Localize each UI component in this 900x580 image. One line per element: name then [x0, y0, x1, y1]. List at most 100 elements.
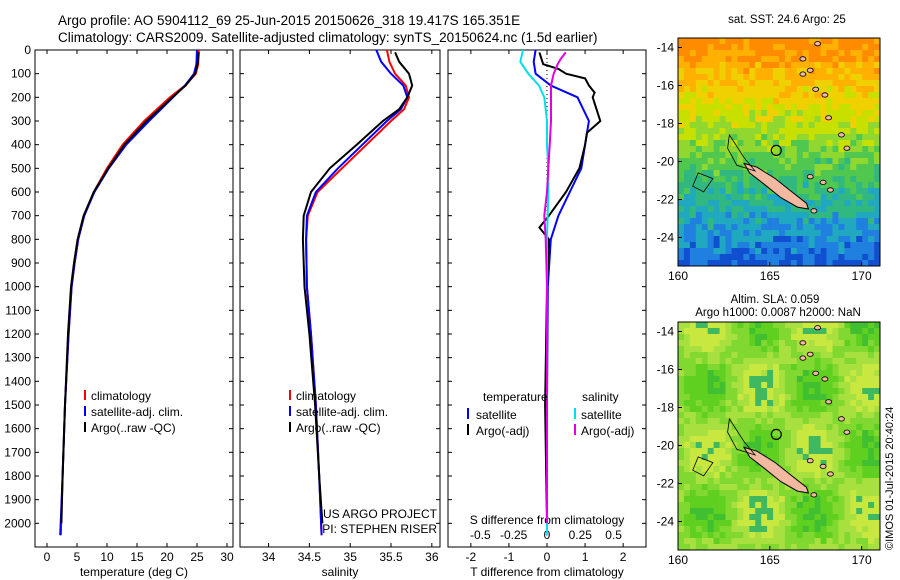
- sst-cell: [719, 242, 726, 249]
- sla-cell: [802, 412, 810, 419]
- sla-cell: [683, 364, 691, 371]
- sla-cell: [850, 466, 857, 473]
- sla-cell: [713, 430, 720, 437]
- sst-cell: [725, 218, 732, 225]
- x-tick-label: 170: [852, 553, 872, 567]
- sst-cell: [761, 38, 768, 45]
- sla-cell: [755, 382, 762, 389]
- sla-cell: [678, 496, 685, 503]
- sla-cell: [731, 430, 738, 437]
- sla-cell: [695, 400, 703, 407]
- sst-cell: [713, 110, 720, 117]
- sla-cell: [689, 520, 697, 527]
- difference-panel: -2 -1 0 1 2T difference from climatology-0.5…: [447, 49, 647, 579]
- sst-cell: [689, 224, 697, 231]
- sla-cell: [707, 322, 714, 329]
- sst-cell: [790, 104, 798, 111]
- sst-cell: [856, 188, 863, 195]
- sst-cell: [832, 134, 839, 141]
- sst-cell: [850, 140, 857, 147]
- sst-cell: [850, 62, 857, 69]
- sla-cell: [731, 352, 738, 359]
- sst-cell: [737, 44, 744, 51]
- sla-cell: [856, 502, 863, 509]
- sst-cell: [790, 152, 798, 159]
- sla-cell: [850, 364, 857, 371]
- sst-cell: [856, 206, 863, 213]
- sla-cell: [796, 346, 804, 353]
- x-tick-label: -2: [466, 550, 477, 564]
- sst-cell: [844, 224, 851, 231]
- sst-cell: [832, 158, 839, 165]
- sst-cell: [737, 116, 744, 123]
- sla-cell: [874, 454, 881, 461]
- sst-cell: [767, 74, 774, 81]
- sst-cell: [779, 152, 786, 159]
- sst-cell: [868, 140, 875, 147]
- sst-cell: [808, 56, 815, 63]
- sla-cell: [814, 418, 821, 425]
- sst-cell: [743, 44, 750, 51]
- sla-cell: [790, 502, 798, 509]
- sla-cell: [749, 358, 756, 365]
- sst-cell: [695, 248, 703, 255]
- sst-cell: [820, 182, 827, 189]
- sst-cell: [790, 206, 798, 213]
- sla-cell: [814, 496, 821, 503]
- x-tick-label: 160: [668, 553, 688, 567]
- sla-cell: [802, 508, 810, 515]
- sst-cell: [749, 128, 756, 135]
- sst-cell: [767, 194, 774, 201]
- sst-cell: [796, 128, 804, 135]
- sla-cell: [838, 394, 845, 401]
- sst-cell: [826, 260, 833, 267]
- island: [806, 351, 814, 357]
- sla-cell: [814, 544, 821, 551]
- sst-cell: [773, 236, 780, 243]
- sla-cell: [678, 364, 685, 371]
- sst-cell: [862, 218, 869, 225]
- x-axis-label: T difference from climatology: [470, 565, 624, 579]
- sla-cell: [719, 454, 726, 461]
- sla-cell: [731, 418, 738, 425]
- sla-cell: [838, 334, 845, 341]
- sst-cell: [731, 218, 738, 225]
- sla-cell: [808, 532, 815, 539]
- sla-cell: [707, 508, 714, 515]
- sst-cell: [796, 188, 804, 195]
- sla-cell: [832, 478, 839, 485]
- sla-cell: [749, 418, 756, 425]
- sla-cell: [755, 484, 762, 491]
- sst-cell: [862, 80, 869, 87]
- sst-cell: [731, 152, 738, 159]
- sla-cell: [784, 502, 792, 509]
- sla-cell: [701, 442, 709, 449]
- sst-cell: [731, 170, 738, 177]
- sla-cell: [737, 424, 744, 431]
- sla-cell: [737, 412, 744, 419]
- sst-cell: [856, 236, 863, 243]
- sla-cell: [761, 340, 768, 347]
- sst-cell: [689, 56, 697, 63]
- temperature-panel: 0100200300400500600700800900100011001200…: [4, 43, 234, 579]
- sla-cell: [755, 508, 762, 515]
- sst-cell: [689, 38, 697, 45]
- sst-cell: [713, 44, 720, 51]
- sst-cell: [767, 188, 774, 195]
- sla-cell: [779, 436, 786, 443]
- sst-cell: [725, 212, 732, 219]
- sst-cell: [683, 110, 691, 117]
- sla-cell: [689, 484, 697, 491]
- sst-cell: [701, 236, 709, 243]
- x-axis-label: salinity: [322, 565, 359, 579]
- sla-cell: [784, 388, 792, 395]
- sst-cell: [683, 38, 691, 45]
- sla-cell: [856, 370, 863, 377]
- sla-cell: [683, 418, 691, 425]
- sla-cell: [868, 424, 875, 431]
- sst-cell: [707, 212, 714, 219]
- sla-cell: [719, 376, 726, 383]
- sla-cell: [779, 418, 786, 425]
- sst-cell: [802, 134, 810, 141]
- sst-cell: [731, 56, 738, 63]
